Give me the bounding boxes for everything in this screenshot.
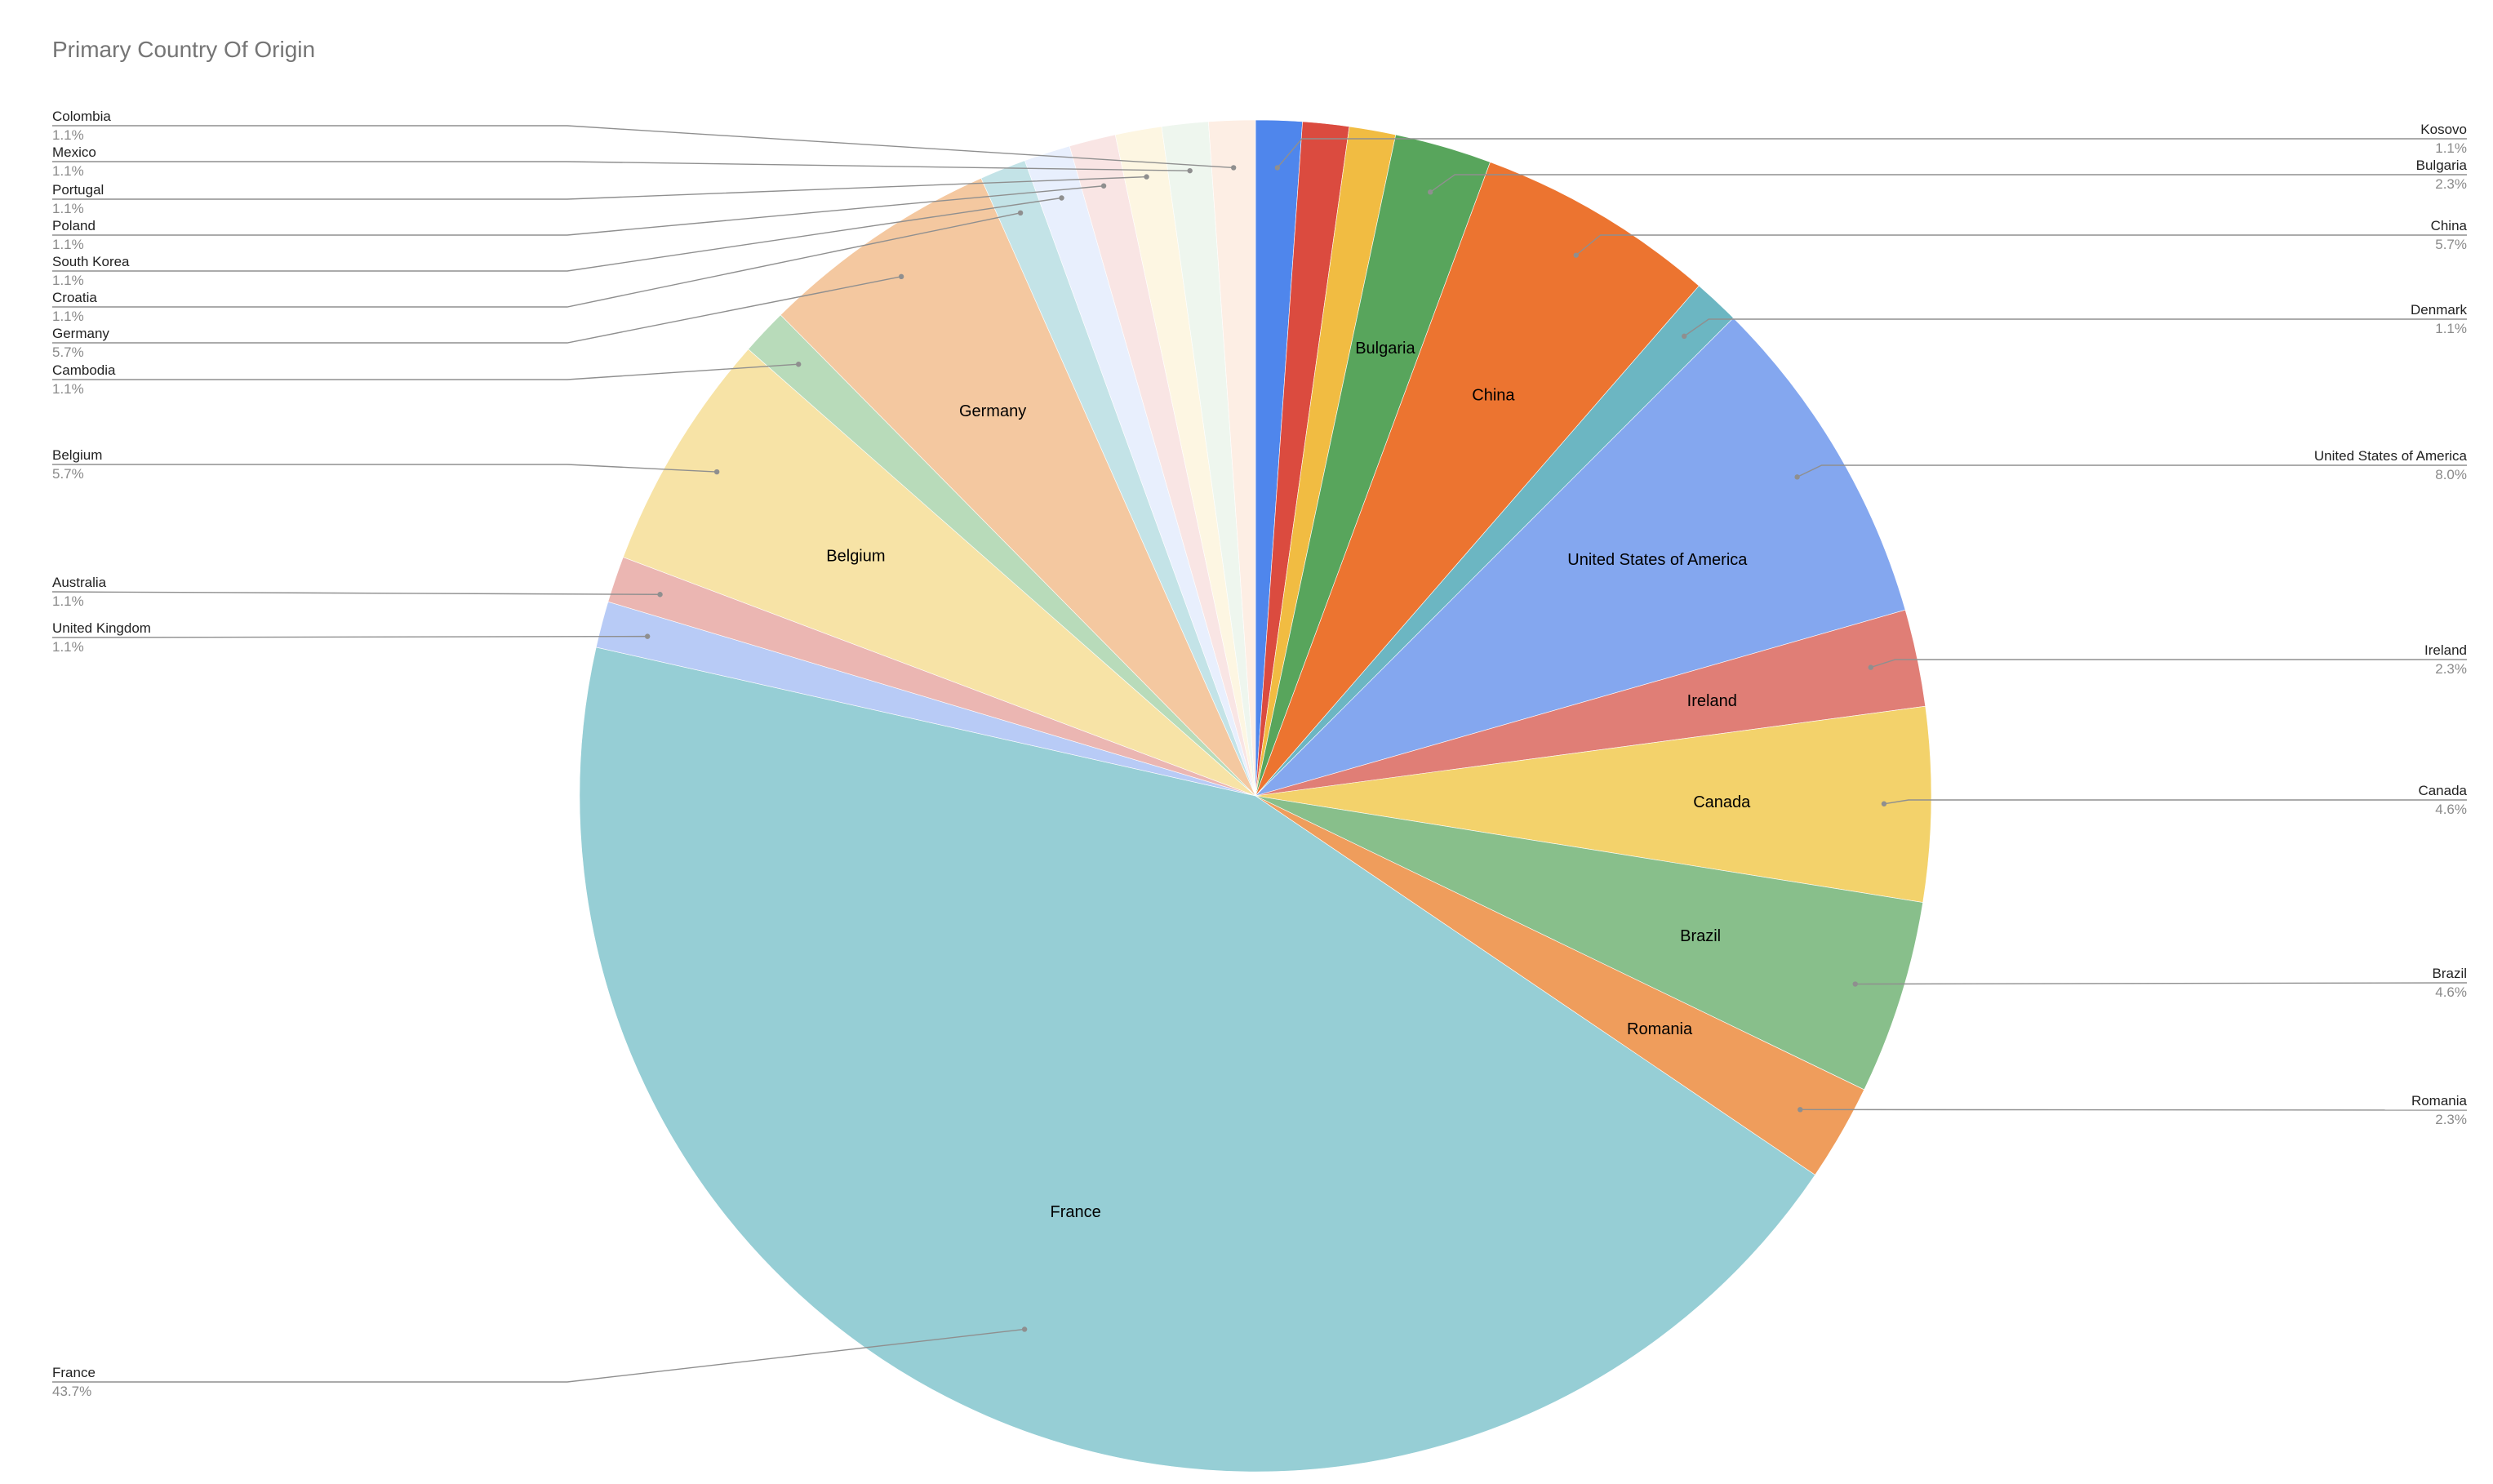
leader-line-romania — [1800, 1109, 2468, 1111]
pie-slice-canada — [1255, 705, 1932, 903]
legend-pct-romania: 2.3% — [2435, 1112, 2467, 1127]
pie-slice-brazil — [1255, 795, 1923, 1091]
legend-pct-portugal: 1.1% — [52, 201, 84, 216]
legend-name-germany: Germany — [52, 326, 109, 341]
legend-name-romania: Romania — [2411, 1093, 2468, 1109]
slice-label-germany: Germany — [959, 402, 1026, 420]
leader-line-poland — [52, 185, 1104, 236]
leader-line-cambodia — [52, 363, 799, 380]
chart-title: Primary Country Of Origin — [52, 37, 315, 62]
legend-name-poland: Poland — [52, 218, 96, 233]
legend-name-croatia: Croatia — [52, 290, 97, 305]
leader-dot-brazil — [1852, 981, 1858, 987]
legend-pct-brazil: 4.6% — [2435, 984, 2467, 1000]
leader-dot-mexico — [1187, 167, 1193, 174]
slice-label-bulgaria: Bulgaria — [1355, 340, 1415, 358]
legend-name-ireland: Ireland — [2424, 642, 2467, 658]
slice-label-ireland: Ireland — [1687, 692, 1737, 710]
leader-line-china — [1575, 234, 2467, 256]
slice-label-canada: Canada — [1693, 793, 1751, 811]
legend-pct-ireland: 2.3% — [2435, 661, 2467, 677]
slice-label-united-states-of-america: United States of America — [1567, 551, 1748, 569]
legend-name-mexico: Mexico — [52, 144, 96, 160]
leader-line-united-states-of-america — [1797, 464, 2467, 478]
legend-pct-cambodia: 1.1% — [52, 381, 84, 397]
leader-line-united-kingdom — [51, 635, 648, 638]
leader-line-canada — [1883, 799, 2467, 805]
leader-line-south-korea — [52, 197, 1062, 272]
leader-line-ireland — [1870, 659, 2467, 669]
leader-line-denmark — [1683, 318, 2467, 337]
pie-slice-belgium — [622, 349, 1256, 797]
legend-pct-kosovo: 1.1% — [2435, 140, 2467, 156]
legend-pct-south-korea: 1.1% — [52, 273, 84, 288]
pie-slice-united-states-of-america — [1254, 318, 1906, 797]
leader-line-australia — [51, 591, 660, 595]
leader-lines: Kosovo 1.1% Bulgaria 2.3% China 5.7% Denmark 1.… — [51, 109, 2468, 1399]
legend-name-colombia: Colombia — [52, 109, 111, 124]
slice-label-brazil: Brazil — [1680, 927, 1721, 945]
legend-name-bulgaria: Bulgaria — [2416, 158, 2468, 173]
legend-name-kosovo: Kosovo — [2420, 122, 2467, 137]
leader-dot-croatia — [1017, 210, 1024, 216]
leader-line-colombia — [52, 125, 1234, 169]
legend-pct-croatia: 1.1% — [52, 309, 84, 324]
legend-pct-canada: 4.6% — [2435, 802, 2467, 817]
legend-pct-denmark: 1.1% — [2435, 321, 2467, 336]
legend-name-brazil: Brazil — [2432, 966, 2467, 981]
pie-slice-germany — [780, 177, 1256, 797]
leader-dot-germany — [898, 273, 904, 280]
pie-slice-colombia — [1208, 119, 1256, 797]
legend-name-denmark: Denmark — [2411, 302, 2467, 318]
legend-name-united-states-of-america: United States of America — [2314, 448, 2468, 464]
slice-label-china: China — [1472, 387, 1515, 405]
legend-pct-colombia: 1.1% — [52, 127, 84, 143]
legend-name-china: China — [2431, 218, 2468, 233]
slice-label-romania: Romania — [1627, 1020, 1693, 1038]
slice-labels: Bulgaria China United States of America Ire… — [826, 340, 1751, 1221]
leader-line-portugal — [52, 176, 1147, 200]
legend-name-united-kingdom: United Kingdom — [52, 620, 151, 636]
leader-line-croatia — [52, 212, 1021, 308]
slice-label-belgium: Belgium — [826, 548, 885, 566]
legend-name-portugal: Portugal — [52, 182, 104, 198]
leader-dot-south-korea — [1059, 195, 1064, 201]
legend-name-canada: Canada — [2418, 783, 2467, 798]
legend-pct-united-kingdom: 1.1% — [52, 639, 84, 655]
legend-name-australia: Australia — [52, 575, 107, 590]
leader-line-mexico — [52, 161, 1190, 171]
legend-pct-mexico: 1.1% — [52, 163, 84, 179]
pie-slices — [579, 119, 1932, 1473]
leader-line-france — [52, 1328, 1025, 1383]
legend-pct-poland: 1.1% — [52, 237, 84, 252]
legend-pct-bulgaria: 2.3% — [2435, 176, 2467, 192]
leader-dot-france — [1021, 1326, 1028, 1332]
legend-name-cambodia: Cambodia — [52, 362, 116, 378]
leader-line-belgium — [52, 464, 718, 473]
legend-name-france: France — [52, 1365, 96, 1380]
leader-line-brazil — [1855, 982, 2468, 985]
legend-name-belgium: Belgium — [52, 447, 102, 463]
legend-pct-australia: 1.1% — [52, 593, 84, 609]
legend-pct-united-states-of-america: 8.0% — [2435, 467, 2467, 482]
legend-pct-china: 5.7% — [2435, 237, 2467, 252]
legend-pct-germany: 5.7% — [52, 344, 84, 360]
legend-name-south-korea: South Korea — [52, 254, 130, 269]
slice-label-france: France — [1050, 1203, 1100, 1221]
legend-pct-france: 43.7% — [52, 1384, 91, 1399]
pie-slice-china — [1255, 162, 1700, 797]
legend-pct-belgium: 5.7% — [52, 466, 84, 482]
leader-line-kosovo — [1277, 138, 2467, 168]
leader-line-germany — [52, 276, 902, 344]
leader-line-bulgaria — [1429, 174, 2467, 193]
pie-slice-france — [579, 646, 1815, 1473]
